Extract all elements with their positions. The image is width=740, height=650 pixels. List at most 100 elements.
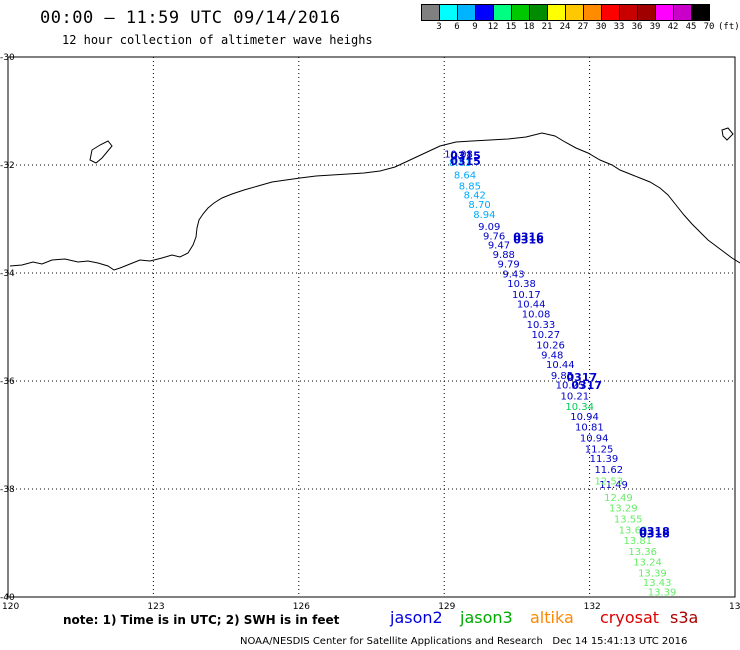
legend-swatch	[476, 5, 494, 20]
swh-value-label: 10.17	[512, 290, 541, 301]
legend-tick: 18	[523, 22, 535, 32]
swh-value-label: 9.76	[483, 232, 505, 243]
swh-value-label: 10.08	[444, 149, 473, 160]
time-label: 0315	[450, 155, 481, 168]
graticule	[7, 56, 736, 598]
legend-swatch	[422, 5, 440, 20]
swh-value-label: 10.81	[575, 423, 604, 434]
legend-tick: 30	[595, 22, 607, 32]
coastline-path	[9, 132, 740, 271]
legend-tick: 15	[505, 22, 517, 32]
swh-value-label: 13.39	[638, 568, 667, 579]
legend-tick: 12	[487, 22, 499, 32]
satellite-cryosat: cryosat	[600, 608, 660, 627]
legend-swatch	[602, 5, 620, 20]
swh-value-label: 12.53	[594, 477, 623, 488]
swh-value-label: 10.21	[561, 391, 590, 402]
legend-swatch	[548, 5, 566, 20]
legend-swatch	[566, 5, 584, 20]
page-title: 00:00 – 11:59 UTC 09/14/2016	[40, 8, 341, 28]
swh-value-label: 9.48	[541, 350, 563, 361]
swh-value-label: 10.44	[546, 360, 575, 371]
lon-label: 132	[584, 602, 601, 612]
swh-value-label: 13.39	[648, 587, 677, 598]
legend-swatch	[458, 5, 476, 20]
time-label: 0317	[567, 371, 598, 384]
time-label: 0316	[513, 231, 544, 244]
page-subtitle: 12 hour collection of altimeter wave hei…	[62, 33, 373, 47]
legend-tick: 70	[703, 22, 715, 32]
lon-label: 120	[2, 602, 19, 612]
swh-value-label: 10.33	[527, 320, 556, 331]
legend-swatch	[638, 5, 656, 20]
lon-label: 135	[729, 602, 740, 612]
legend-swatch	[512, 5, 530, 20]
swh-value-label: 12.49	[604, 493, 633, 504]
note-text: note: 1) Time is in UTC; 2) SWH is in fe…	[63, 613, 340, 627]
lat-label: -38	[0, 485, 15, 495]
altimeter-track: 10.088.818.648.858.428.708.949.099.769.4…	[444, 149, 676, 598]
swh-value-label: 8.85	[459, 181, 481, 192]
swh-value-label: 13.24	[633, 558, 662, 569]
legend-tick: 9	[472, 22, 478, 32]
lat-label: -32	[0, 161, 15, 171]
time-label: 0315	[450, 150, 481, 163]
swh-value-label: 13.63	[619, 525, 648, 536]
swh-value-label: 8.70	[468, 200, 490, 211]
footer-credit: NOAA/NESDIS Center for Satellite Applica…	[240, 636, 688, 647]
lon-label: 123	[147, 602, 164, 612]
swh-value-label: 10.27	[531, 330, 560, 341]
time-label: 0316	[513, 233, 544, 246]
legend-tick: 21	[541, 22, 553, 32]
legend-swatch	[692, 5, 709, 20]
swh-value-label: 9.47	[488, 241, 510, 252]
swh-value-label: 8.81	[449, 158, 471, 169]
lat-label: -40	[0, 593, 15, 603]
swh-value-label: 13.36	[628, 547, 657, 558]
swh-value-label: 9.85	[551, 371, 573, 382]
time-label: 0318	[639, 528, 670, 541]
swh-value-label: 9.43	[502, 269, 524, 280]
legend-swatch	[620, 5, 638, 20]
swh-value-label: 11.62	[594, 465, 623, 476]
lon-label: 129	[438, 602, 455, 612]
satellite-jason2: jason2	[390, 608, 443, 627]
legend-tick: 6	[454, 22, 460, 32]
swh-value-label: 10.34	[565, 402, 594, 413]
islet-path	[721, 127, 734, 141]
satellite-jason3: jason3	[460, 608, 513, 627]
legend-swatch	[494, 5, 512, 20]
lat-label: -36	[0, 377, 15, 387]
legend-swatch	[674, 5, 692, 20]
lat-label: -30	[0, 53, 15, 63]
legend-tick: 24	[559, 22, 571, 32]
legend-tick: 33	[613, 22, 625, 32]
swh-value-label: 10.94	[570, 412, 599, 423]
swh-value-label: 9.09	[478, 222, 500, 233]
swh-value-label: 8.64	[454, 171, 476, 182]
swh-value-label: 10.38	[507, 279, 536, 290]
swh-value-label: 10.26	[536, 341, 565, 352]
swh-value-label: 13.55	[614, 514, 643, 525]
lon-label: 126	[293, 602, 310, 612]
legend-swatch	[530, 5, 548, 20]
swh-value-label: 13.43	[643, 578, 672, 589]
legend-tick: (ft)	[718, 22, 740, 32]
legend-swatch	[584, 5, 602, 20]
legend-tick: 42	[667, 22, 679, 32]
legend-tick: 36	[631, 22, 643, 32]
swh-value-label: 10.25	[556, 381, 585, 392]
swh-value-label: 8.42	[464, 190, 486, 201]
lat-label: -34	[0, 269, 15, 279]
swh-value-label: 13.81	[624, 536, 653, 547]
swh-value-label: 8.94	[473, 210, 495, 221]
swh-value-label: 9.88	[493, 250, 515, 261]
legend-tick: 39	[649, 22, 661, 32]
swh-value-label: 10.44	[517, 300, 546, 311]
satellite-altika: altika	[530, 608, 574, 627]
legend-tick: 45	[685, 22, 697, 32]
swh-value-label: 11.25	[585, 444, 614, 455]
swh-value-label: 9.79	[498, 260, 520, 271]
island-path	[89, 140, 113, 164]
